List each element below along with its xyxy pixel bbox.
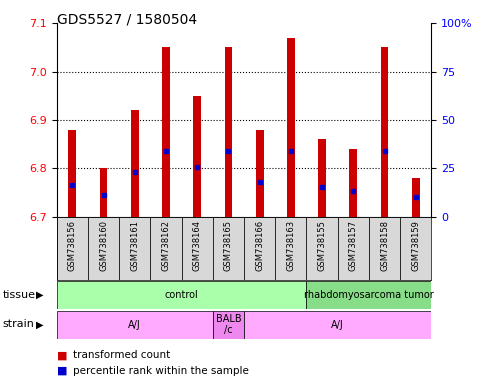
Text: percentile rank within the sample: percentile rank within the sample: [73, 366, 249, 376]
Bar: [224, 47, 232, 217]
Bar: [350, 149, 357, 217]
Bar: [412, 178, 420, 217]
Bar: [162, 47, 170, 217]
Text: GSM738163: GSM738163: [286, 220, 295, 271]
Text: GSM738155: GSM738155: [317, 220, 326, 271]
Text: ▶: ▶: [35, 319, 43, 329]
Text: A/J: A/J: [128, 319, 141, 330]
Bar: [57, 281, 307, 309]
Bar: [369, 217, 400, 280]
Text: ■: ■: [57, 350, 67, 360]
Bar: [150, 217, 181, 280]
Text: GSM738165: GSM738165: [224, 220, 233, 271]
Bar: [213, 217, 244, 280]
Bar: [307, 217, 338, 280]
Text: GSM738162: GSM738162: [162, 220, 171, 271]
Text: GSM738161: GSM738161: [130, 220, 139, 271]
Text: GSM738156: GSM738156: [68, 220, 77, 271]
Bar: [287, 38, 295, 217]
Text: BALB
/c: BALB /c: [215, 314, 241, 336]
Bar: [318, 139, 326, 217]
Bar: [193, 96, 201, 217]
Bar: [100, 169, 107, 217]
Bar: [69, 130, 76, 217]
Bar: [307, 281, 431, 309]
Text: ▶: ▶: [35, 290, 43, 300]
Bar: [57, 311, 213, 339]
Text: transformed count: transformed count: [73, 350, 170, 360]
Text: GSM738166: GSM738166: [255, 220, 264, 271]
Bar: [256, 130, 264, 217]
Bar: [338, 217, 369, 280]
Bar: [88, 217, 119, 280]
Text: strain: strain: [2, 319, 35, 329]
Text: GSM738164: GSM738164: [193, 220, 202, 271]
Text: GSM738157: GSM738157: [349, 220, 358, 271]
Text: rhabdomyosarcoma tumor: rhabdomyosarcoma tumor: [304, 290, 434, 300]
Bar: [381, 47, 388, 217]
Text: GSM738160: GSM738160: [99, 220, 108, 271]
Bar: [213, 311, 244, 339]
Bar: [119, 217, 150, 280]
Text: control: control: [165, 290, 199, 300]
Bar: [131, 110, 139, 217]
Text: A/J: A/J: [331, 319, 344, 330]
Text: GSM738159: GSM738159: [411, 220, 420, 271]
Bar: [57, 217, 88, 280]
Text: GSM738158: GSM738158: [380, 220, 389, 271]
Bar: [400, 217, 431, 280]
Bar: [244, 217, 275, 280]
Bar: [181, 217, 213, 280]
Bar: [275, 217, 307, 280]
Bar: [244, 311, 431, 339]
Text: tissue: tissue: [2, 290, 35, 300]
Text: ■: ■: [57, 366, 67, 376]
Text: GDS5527 / 1580504: GDS5527 / 1580504: [57, 12, 197, 26]
